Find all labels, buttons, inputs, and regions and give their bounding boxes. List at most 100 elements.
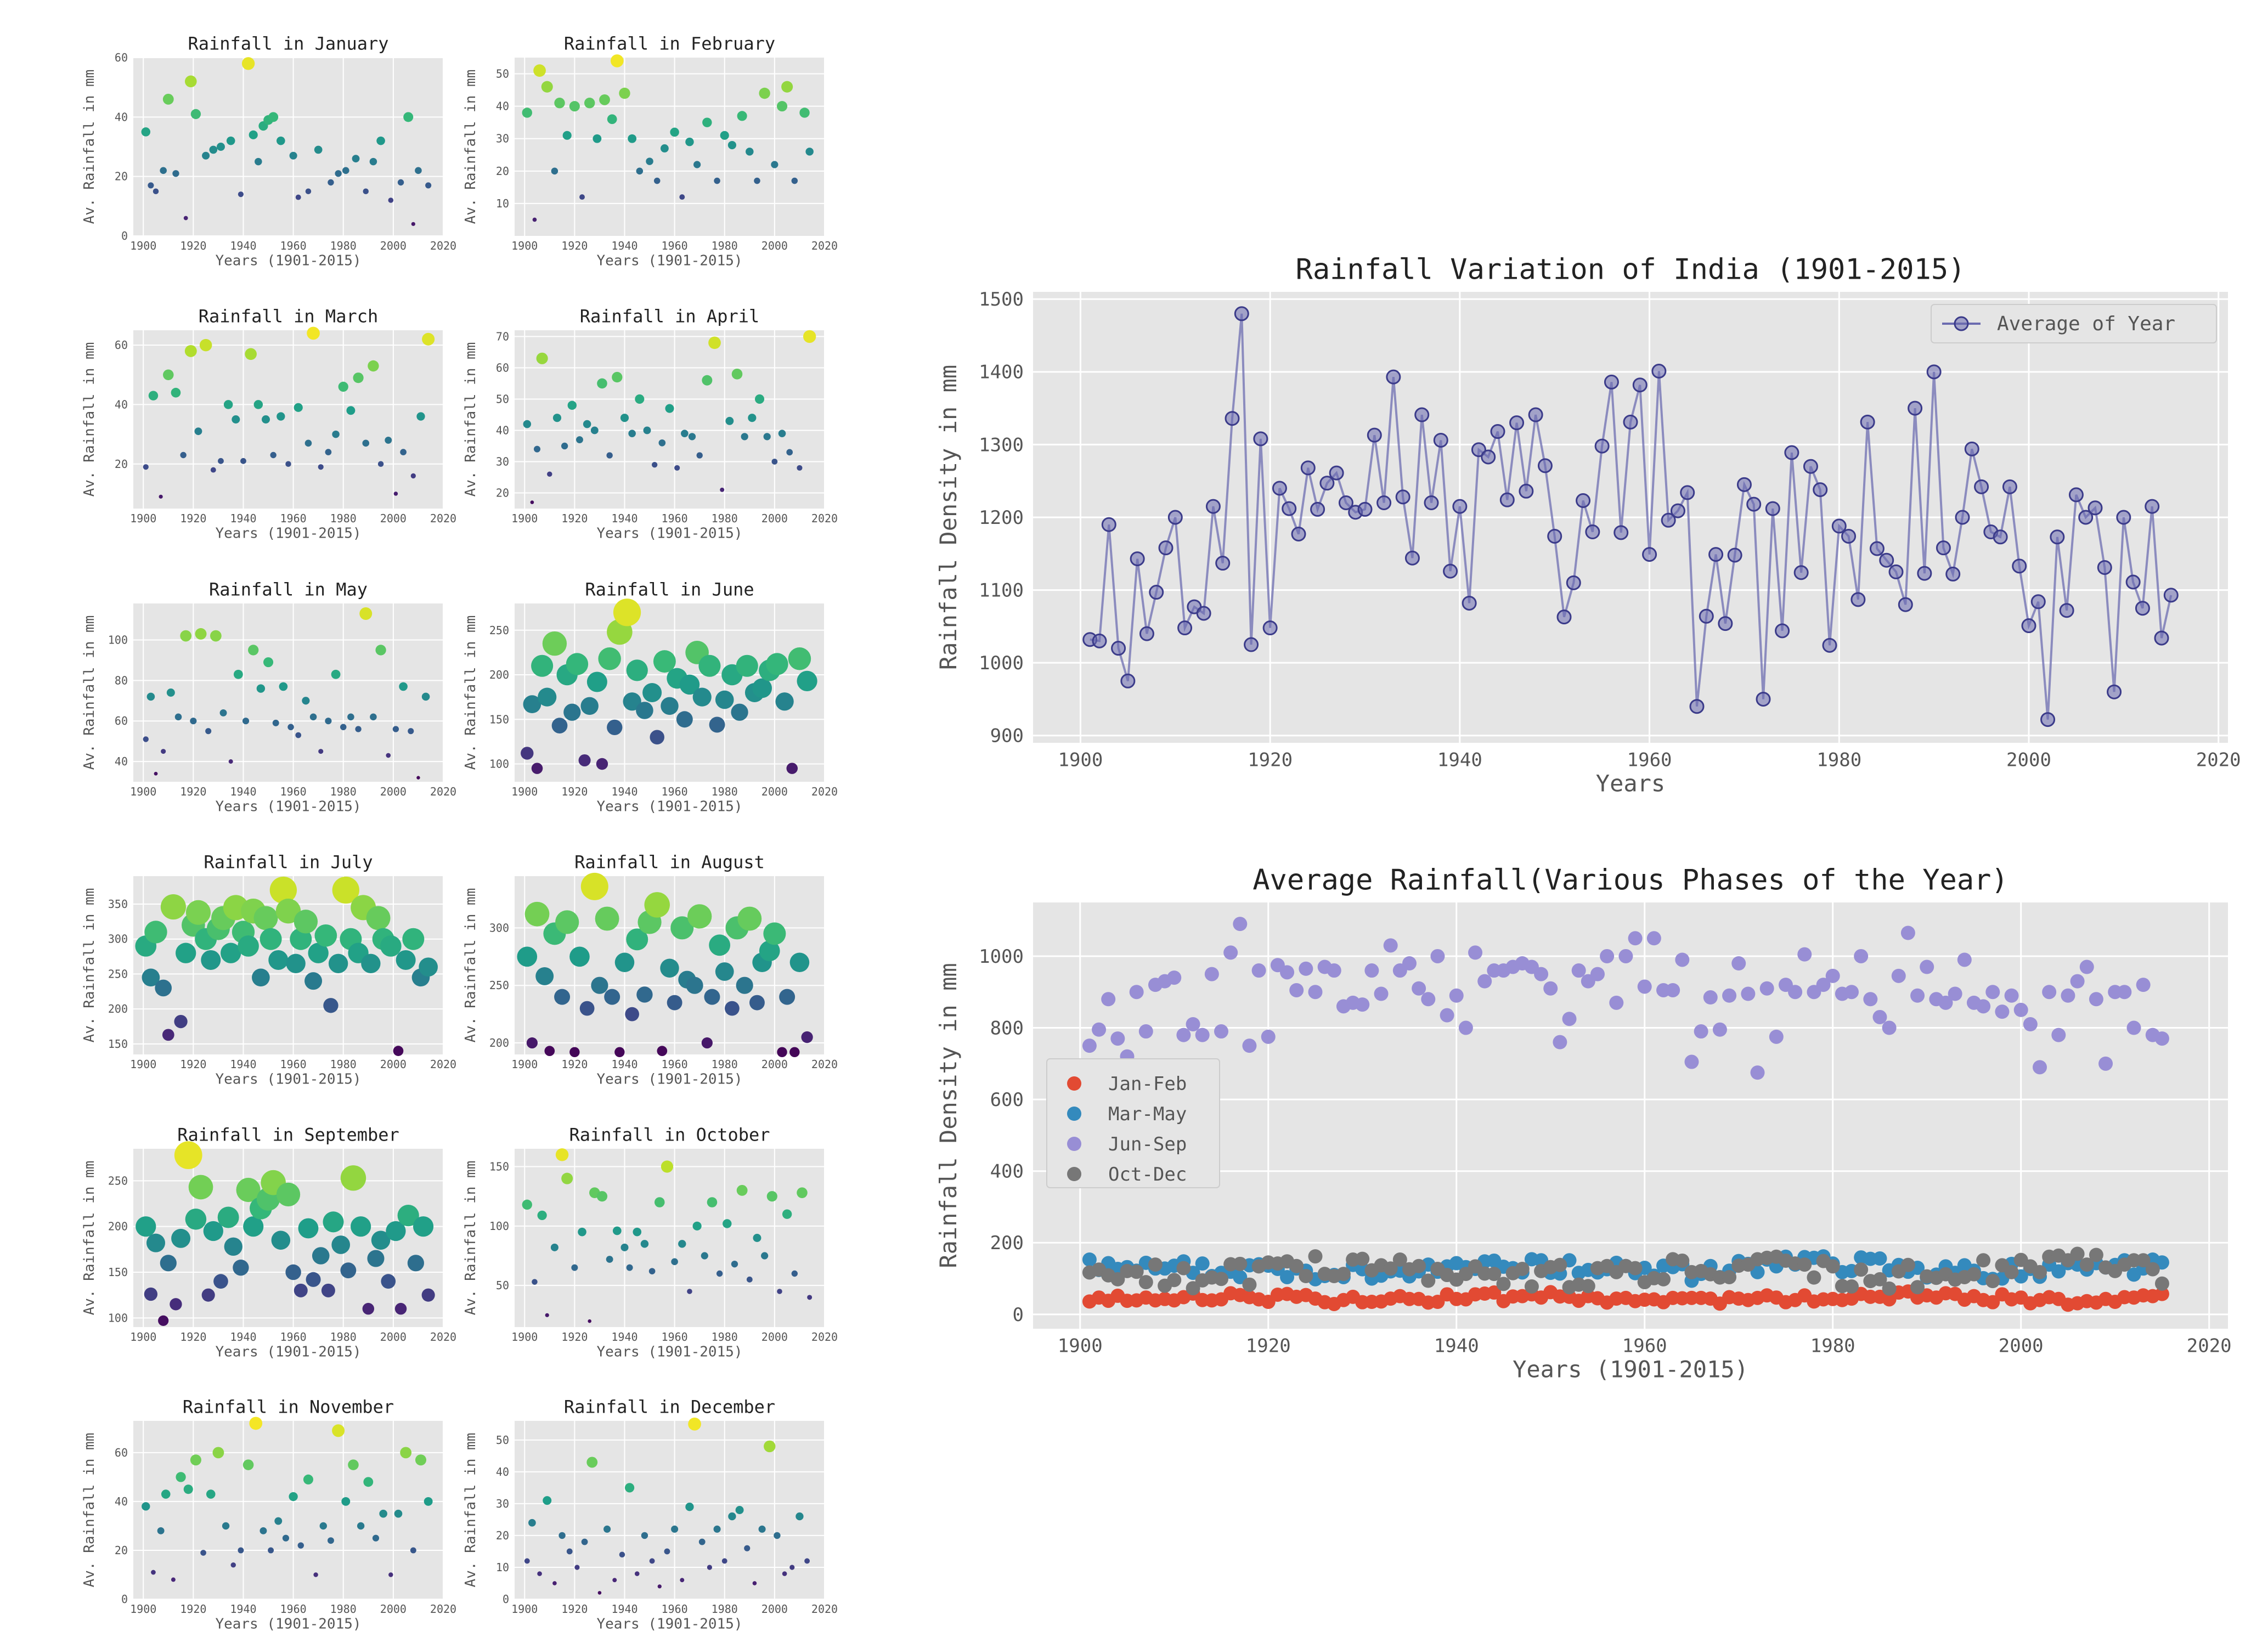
- data-point: [550, 1243, 558, 1251]
- data-point: [786, 449, 793, 456]
- data-point: [318, 749, 324, 754]
- month-7-x-tick-label: 2020: [430, 1058, 456, 1071]
- data-point-jun-sep: [1684, 1054, 1699, 1069]
- data-point: [1860, 414, 1875, 430]
- data-point: [366, 906, 391, 930]
- month-9-y-tick-label: 200: [108, 1220, 128, 1233]
- data-point: [737, 906, 762, 931]
- data-point-jun-sep: [2079, 960, 2094, 974]
- data-point-oct-dec: [1214, 1272, 1228, 1286]
- data-point: [224, 1237, 242, 1256]
- data-point: [612, 1578, 617, 1583]
- data-point: [1746, 496, 1762, 512]
- data-point: [1282, 501, 1297, 516]
- data-point-jun-sep: [1863, 992, 1878, 1007]
- data-point: [1424, 495, 1439, 510]
- month-7-y-tick-label: 250: [108, 967, 128, 980]
- data-point: [528, 1519, 536, 1527]
- data-point: [777, 1289, 782, 1294]
- month-6-x-tick-label: 1920: [561, 785, 588, 798]
- data-point: [255, 157, 262, 166]
- data-point: [1727, 548, 1742, 563]
- data-point: [201, 950, 221, 970]
- data-point-jun-sep: [1628, 931, 1643, 946]
- data-point: [1642, 547, 1657, 562]
- month-1-plot-area: [133, 58, 443, 236]
- data-point: [803, 330, 816, 343]
- month-3-y-axis-label: Av. Rainfall in mm: [81, 342, 98, 497]
- data-point: [1499, 492, 1515, 507]
- data-point: [394, 1509, 403, 1518]
- annual-x-tick-label: 1960: [1627, 749, 1672, 771]
- data-point-jun-sep: [1299, 961, 1313, 976]
- month-5-x-tick-label: 1980: [330, 785, 357, 798]
- data-point: [567, 400, 577, 410]
- data-point: [759, 87, 770, 99]
- data-point: [610, 54, 624, 67]
- month-12-x-tick-label: 1960: [662, 1602, 688, 1616]
- month-1-x-tick-label: 1900: [130, 239, 156, 252]
- data-point-jun-sep: [2013, 1002, 2028, 1017]
- annual-y-tick-label: 1000: [979, 652, 1024, 674]
- data-point: [741, 433, 748, 441]
- data-point: [1917, 566, 1932, 581]
- month-6-x-axis-label: Years (1901-2015): [596, 799, 742, 815]
- data-point: [566, 653, 589, 675]
- data-point: [657, 1584, 662, 1589]
- data-point: [1272, 481, 1287, 496]
- data-point: [148, 182, 154, 189]
- data-point: [1974, 479, 1989, 494]
- data-point-jun-sep: [1251, 963, 1266, 978]
- data-point-jun-sep: [1938, 995, 1953, 1010]
- data-point: [1604, 374, 1619, 390]
- data-point: [715, 690, 734, 709]
- month-5-x-tick-label: 2000: [380, 785, 407, 798]
- data-point-oct-dec: [1900, 1257, 1915, 1272]
- month-6-x-tick-label: 2000: [761, 785, 788, 798]
- data-point: [261, 415, 270, 424]
- data-point-jun-sep: [2089, 992, 2103, 1007]
- month-5-y-tick-label: 80: [115, 674, 128, 687]
- data-point: [407, 1255, 424, 1272]
- data-point: [183, 1485, 193, 1494]
- month-5-y-axis-label: Av. Rainfall in mm: [81, 616, 98, 770]
- month-2-plot-area: [515, 58, 825, 236]
- data-point: [552, 1581, 557, 1585]
- data-point: [353, 373, 364, 383]
- month-9-x-tick-label: 1980: [330, 1330, 357, 1344]
- data-point: [402, 928, 425, 950]
- data-point: [143, 464, 149, 470]
- data-point: [381, 1274, 396, 1289]
- data-point: [363, 188, 369, 194]
- month-4-title: Rainfall in April: [580, 306, 760, 327]
- data-point: [1594, 438, 1610, 454]
- annual-x-tick-label: 1980: [1816, 749, 1861, 771]
- data-point-jun-sep: [1214, 1024, 1228, 1039]
- data-point-jun-sep: [1722, 988, 1737, 1003]
- data-point: [194, 427, 202, 436]
- month-1-x-tick-label: 1940: [230, 239, 256, 252]
- data-point: [352, 155, 360, 163]
- data-point-jun-sep: [1646, 931, 1661, 946]
- data-point: [400, 449, 407, 455]
- data-point: [279, 682, 288, 691]
- data-point: [562, 131, 572, 140]
- data-point: [569, 1047, 580, 1058]
- data-point: [661, 697, 679, 715]
- data-point-oct-dec: [1242, 1277, 1257, 1292]
- data-point: [781, 81, 793, 93]
- legend-marker: [1954, 316, 1969, 331]
- data-point: [379, 1509, 387, 1518]
- data-point: [2107, 684, 2122, 699]
- data-point: [636, 702, 653, 719]
- data-point: [419, 957, 438, 977]
- data-point: [210, 467, 216, 473]
- month-2-y-axis-label: Av. Rainfall in mm: [462, 70, 479, 224]
- annual-x-tick-label: 2020: [2196, 749, 2241, 771]
- data-point: [671, 1258, 678, 1266]
- data-point: [1205, 499, 1221, 514]
- data-point-mar-may: [2051, 1264, 2066, 1279]
- data-point: [628, 134, 637, 143]
- month-1-y-axis-label: Av. Rainfall in mm: [81, 70, 98, 224]
- annual-x-tick-label: 1920: [1248, 749, 1293, 771]
